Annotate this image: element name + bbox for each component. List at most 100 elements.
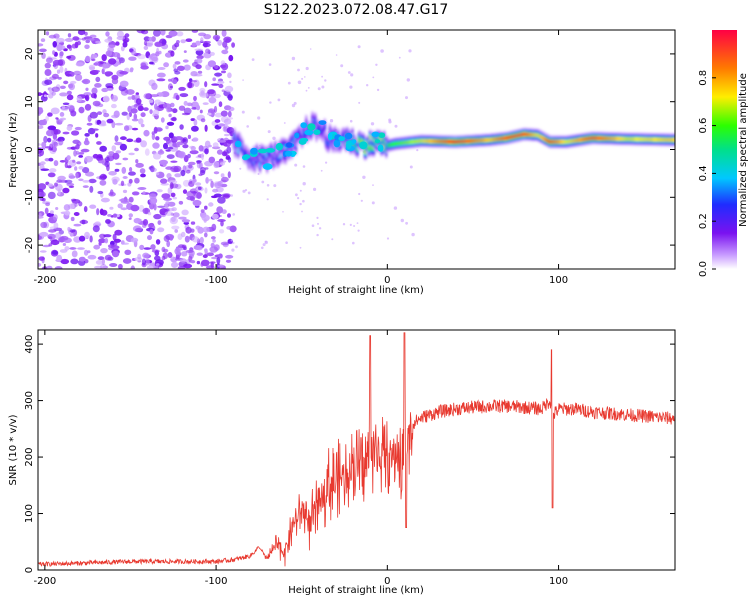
noise-blob xyxy=(106,118,114,124)
noise-blob xyxy=(201,152,204,161)
noise-blob xyxy=(216,257,221,265)
noise-blob xyxy=(201,214,210,222)
ridge-cell xyxy=(529,132,532,137)
noise-blob xyxy=(50,107,60,115)
faint-dot xyxy=(320,169,323,172)
ridge-cell xyxy=(660,137,663,142)
ridge-cell xyxy=(314,118,317,124)
colorbar-tick-label: 0.0 xyxy=(698,261,709,277)
noise-blob xyxy=(220,64,226,69)
faint-dot xyxy=(416,149,419,152)
noise-blob xyxy=(129,69,134,73)
ridge-cell xyxy=(237,148,240,154)
noise-blob xyxy=(182,138,187,142)
faint-dot xyxy=(360,199,363,202)
faint-dot xyxy=(305,66,309,71)
faint-dot xyxy=(244,189,248,192)
noise-blob xyxy=(172,108,178,114)
ridge-cell xyxy=(258,162,262,168)
noise-blob xyxy=(84,44,90,50)
noise-blob xyxy=(154,103,158,110)
faint-dot xyxy=(398,56,401,59)
faint-dot xyxy=(241,110,245,114)
noise-blob xyxy=(154,41,164,47)
ridge-blob xyxy=(285,142,293,148)
faint-dot xyxy=(301,77,304,80)
faint-dot xyxy=(299,202,302,206)
noise-blob xyxy=(137,187,147,190)
noise-blob xyxy=(212,142,219,148)
noise-blob xyxy=(197,186,202,191)
noise-blob xyxy=(178,105,186,111)
noise-blob xyxy=(84,103,92,111)
noise-blob xyxy=(118,57,125,64)
noise-blob xyxy=(143,93,151,99)
noise-blob xyxy=(180,231,186,238)
ridge-blob xyxy=(359,141,368,150)
noise-blob xyxy=(195,64,202,70)
noise-blob xyxy=(102,62,107,71)
faint-dot xyxy=(282,211,284,213)
ridge-group xyxy=(232,111,675,174)
noise-blob xyxy=(226,117,234,120)
noise-blob xyxy=(105,219,111,224)
noise-blob xyxy=(111,121,116,129)
noise-blob xyxy=(67,226,71,232)
noise-blob xyxy=(202,102,209,105)
faint-dot xyxy=(297,80,302,85)
noise-blob xyxy=(99,145,107,152)
noise-blob xyxy=(130,204,140,212)
noise-blob xyxy=(80,148,90,153)
noise-blob xyxy=(122,189,128,194)
noise-blob xyxy=(218,253,223,259)
noise-blob xyxy=(66,94,74,101)
noise-blob xyxy=(74,203,78,207)
noise-blob xyxy=(43,94,48,98)
noise-blob xyxy=(121,242,129,245)
noise-blob xyxy=(82,78,91,85)
faint-dot xyxy=(358,101,361,104)
faint-dot xyxy=(376,88,380,92)
noise-blob xyxy=(225,254,234,259)
noise-blob xyxy=(38,92,43,96)
noise-blob xyxy=(91,128,99,131)
noise-blob xyxy=(54,232,62,239)
noise-blob xyxy=(217,80,225,84)
noise-blob xyxy=(157,205,166,208)
noise-blob xyxy=(191,107,198,110)
noise-blob xyxy=(62,131,70,135)
noise-blob xyxy=(78,166,84,170)
faint-dot xyxy=(257,116,261,120)
noise-blob xyxy=(170,160,178,163)
x-tick-label: -200 xyxy=(33,275,56,286)
snr-panel: -200 -100 0 100 0 100 200 300 400 Height of str… xyxy=(8,329,676,596)
noise-blob xyxy=(101,209,108,216)
noise-blob xyxy=(196,160,202,163)
noise-blob xyxy=(156,189,163,193)
noise-blob xyxy=(140,112,146,118)
colorbar-label: Normalized spectral amplitude xyxy=(738,73,749,227)
colorbar-tick-label: 0.8 xyxy=(698,70,709,86)
noise-blob xyxy=(94,83,102,88)
noise-blob xyxy=(118,263,123,269)
noise-blob xyxy=(44,62,51,69)
noise-blob xyxy=(163,136,171,141)
noise-blob xyxy=(223,133,230,137)
noise-blob xyxy=(109,206,114,210)
noise-blob xyxy=(214,65,219,69)
noise-blob xyxy=(38,43,44,47)
ridge-cell xyxy=(236,138,239,144)
noise-blob xyxy=(190,228,195,233)
ridge-blob xyxy=(294,132,300,139)
y-tick-label: 0 xyxy=(24,146,35,152)
noise-blob xyxy=(59,51,64,57)
noise-blob xyxy=(47,183,54,187)
noise-blob xyxy=(196,55,204,60)
faint-dot xyxy=(291,103,296,108)
noise-blob xyxy=(111,103,117,109)
ridge-blob xyxy=(299,137,309,143)
noise-blob xyxy=(191,236,200,243)
noise-blob xyxy=(162,103,172,109)
noise-blob xyxy=(199,92,209,98)
noise-blob xyxy=(111,74,119,81)
